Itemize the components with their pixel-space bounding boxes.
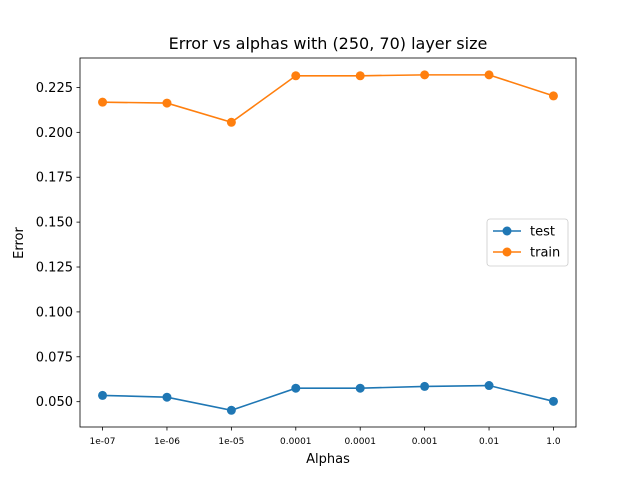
data-point-train (162, 98, 172, 108)
y-tick-label: 0.050 (36, 395, 73, 410)
x-tick-label: 1.0 (546, 437, 561, 447)
data-point-train (548, 91, 558, 101)
x-tick-label: 1e-06 (154, 437, 180, 447)
data-point-test (355, 383, 365, 393)
data-point-test (548, 396, 558, 406)
data-point-test (420, 381, 430, 391)
legend-marker-test (502, 226, 512, 236)
data-point-test (291, 383, 301, 393)
chart-title: Error vs alphas with (250, 70) layer siz… (169, 34, 488, 53)
y-tick-label: 0.175 (36, 171, 73, 186)
y-tick-label: 0.075 (36, 350, 73, 365)
axes-frame (79, 57, 577, 428)
legend: test train (486, 218, 569, 267)
data-point-train (484, 70, 494, 80)
data-point-train (291, 71, 301, 81)
x-tick-label: 1e-05 (218, 437, 244, 447)
legend-marker-train (502, 247, 512, 257)
data-point-test (484, 381, 494, 391)
x-tick-label: 0.001 (412, 437, 438, 447)
data-point-test (162, 392, 172, 402)
x-tick-label: 0.0001 (344, 437, 376, 447)
y-tick-label: 0.100 (36, 305, 73, 320)
data-point-train (355, 71, 365, 81)
y-tick-label: 0.125 (36, 261, 73, 276)
x-axis-label: Alphas (306, 452, 350, 467)
plot-area: 0.050 0.075 0.100 0.125 0.150 0.175 0.200 0.225… (36, 57, 577, 447)
data-point-train (420, 70, 430, 80)
legend-label-test: test (530, 225, 555, 240)
series-line-test (102, 384, 554, 412)
x-tick-label: 1e-07 (90, 437, 116, 447)
series-line-train (102, 74, 554, 124)
y-tick-label: 0.150 (36, 216, 73, 231)
y-tick-label: 0.200 (36, 126, 73, 141)
x-tick-label: 0.01 (479, 437, 499, 447)
data-point-test (98, 390, 108, 400)
data-point-train (226, 117, 236, 127)
y-axis-label: Error (12, 227, 27, 259)
y-tick-label: 0.225 (36, 81, 73, 96)
x-tick-label: 0.0001 (280, 437, 312, 447)
data-point-train (98, 97, 108, 107)
legend-label-train: train (530, 246, 560, 261)
data-point-test (226, 405, 236, 415)
